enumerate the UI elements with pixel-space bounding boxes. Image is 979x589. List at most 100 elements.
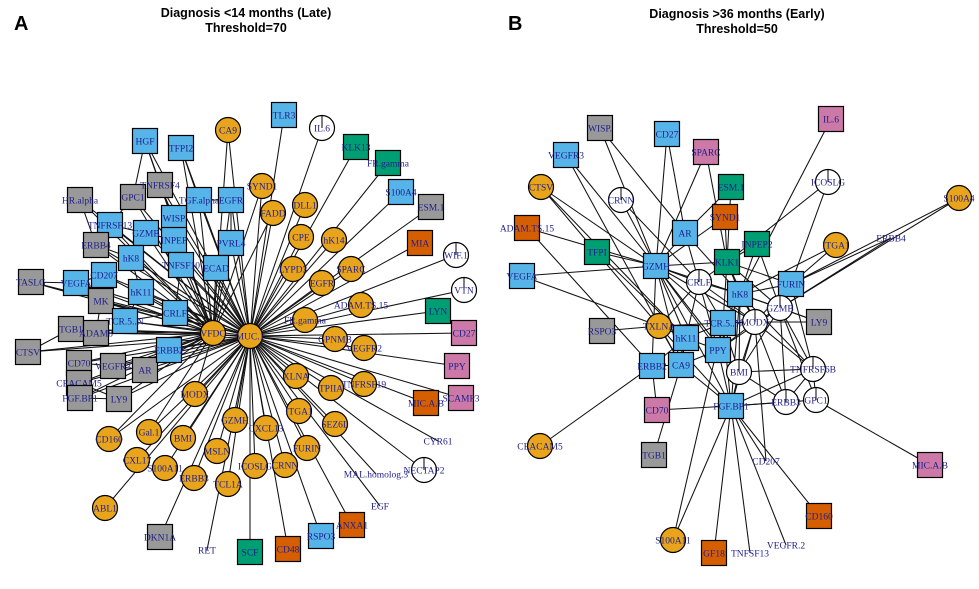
node-scf: SCF xyxy=(236,538,264,566)
edge-CTSV-hK11 xyxy=(540,186,687,339)
edge-VFDC-ERBB4 xyxy=(95,244,214,334)
edge-ICOSLG-KLK1 xyxy=(726,181,829,263)
node-shape-circle xyxy=(91,494,119,522)
panel-a-nodes: MUC.1 VFDC TLR3 IL.6 CA9 KLK13 FR.gamma HGF TFPI… xyxy=(14,101,480,566)
node-label: LYPD3 xyxy=(279,266,308,276)
node-sparc: SPARC xyxy=(336,255,366,283)
node-shape-circle xyxy=(317,374,345,402)
edge-FGFBP1-CD160 xyxy=(730,405,820,517)
node-label: CD27 xyxy=(453,330,476,340)
node-tnfsf13: TNFSF13 xyxy=(731,550,769,560)
node-label: FGF.BP1 xyxy=(62,395,98,405)
node-klk1: KLK1 xyxy=(713,248,741,276)
node-shape-square xyxy=(167,251,195,279)
node-erbb4: ERBB4 xyxy=(81,231,111,259)
node-shape-circle xyxy=(241,452,269,480)
node-cd27: CD27 xyxy=(653,120,681,148)
node-label: CD70 xyxy=(646,407,669,417)
node-esm-1: ESM.1 xyxy=(418,193,445,221)
node-inpep2: INPEP2 xyxy=(741,230,773,258)
edge-ADAM.TS.15-ERBB2 xyxy=(526,227,653,367)
node-shape-circle xyxy=(822,231,850,259)
edge-VFDC-CTSV xyxy=(27,332,214,353)
node-mia: MIA xyxy=(406,229,434,257)
node-label: CD48 xyxy=(277,546,300,556)
node-fr-gamma-b: FR.gamma xyxy=(284,306,327,334)
node-label: CRLF xyxy=(163,310,187,320)
node-sez6l: SEZ6L xyxy=(321,410,349,438)
edge-MUC.1-LYPD3 xyxy=(249,268,294,337)
node-fgfbp1: FGF.BP1 xyxy=(713,392,749,420)
node-tlr3: TLR3 xyxy=(270,101,298,129)
node-label: MODX xyxy=(180,391,209,401)
node-cd27: CD27 xyxy=(450,319,478,347)
node-shape-square xyxy=(146,523,174,551)
node-label: ERBB3 xyxy=(771,399,801,409)
node-label: hK11 xyxy=(131,289,152,299)
node-vegfr2: VEGFR2 xyxy=(346,334,382,362)
edge-MUC.1-CD48 xyxy=(249,335,289,550)
node-label: CD27 xyxy=(656,131,679,141)
node-shape-square xyxy=(274,535,302,563)
node-shape-circle xyxy=(248,172,276,200)
node-hk11: hK11 xyxy=(127,278,155,306)
node-msln: MSLN xyxy=(203,437,231,465)
node-label: TGF.alpha xyxy=(179,197,220,207)
edge-MUC.1-MIC.AB xyxy=(249,335,427,404)
node-label: TGB1 xyxy=(642,452,666,462)
edge-FGFBP1-TXLNA xyxy=(658,325,732,407)
node-shape-square xyxy=(217,186,245,214)
node-label: ICOSLG xyxy=(238,463,272,473)
edge-S100A4-GZMB xyxy=(779,197,960,309)
edge-CTSV-GZMH xyxy=(540,186,657,267)
node-vtn: VTN xyxy=(450,276,478,304)
node-shape-circle xyxy=(214,470,242,498)
node-adam-ts-15: ADAM.TS.15 xyxy=(334,291,388,319)
node-label: AR xyxy=(678,230,692,240)
node-tgf-alpha: TGF.alpha xyxy=(179,186,220,214)
node-mal-homolog-3: MAL.homolog.3 xyxy=(344,471,409,481)
node-shape-circle xyxy=(203,437,231,465)
node-label: ABL1 xyxy=(93,505,117,515)
node-label: VEGFR2 xyxy=(346,345,382,355)
edge-FURIN-TNFRSF6B xyxy=(790,283,814,370)
node-ar: AR xyxy=(131,356,159,384)
edge-MUC.1-FR.gamma xyxy=(249,162,389,337)
node-shape-square xyxy=(653,120,681,148)
node-fadd: FADD xyxy=(259,199,287,227)
node-shape-square xyxy=(671,219,699,247)
node-label: TNFSF10 xyxy=(162,262,200,272)
edge-MUC.1-MIA xyxy=(249,242,421,337)
node-shape-circle xyxy=(252,414,280,442)
node-shape-square xyxy=(643,396,671,424)
node-vegfr3: VEGFR3 xyxy=(548,141,584,169)
node-s100a11: S100A11 xyxy=(147,454,183,482)
node-shape-square xyxy=(406,229,434,257)
node-inpep: INPEP xyxy=(161,226,187,254)
edge-MUC.1-S100A4 xyxy=(249,191,402,337)
edge-IL.6-hK8 xyxy=(739,118,832,295)
node-label: VTN xyxy=(454,287,474,297)
node-label: CXL17 xyxy=(123,457,152,467)
node-klk13: KLK13 xyxy=(341,133,371,161)
node-rspo3: RSPO3 xyxy=(588,317,617,345)
node-shape-square xyxy=(692,138,720,166)
node-esm1: ESM.1 xyxy=(718,173,745,201)
node-label: SYND1 xyxy=(710,214,741,224)
node-shape-square xyxy=(713,248,741,276)
node-vegfa: VEGFA xyxy=(507,262,538,290)
node-shape-circle xyxy=(527,173,555,201)
node-label: TFPI xyxy=(587,249,607,259)
node-egf: EGF xyxy=(371,503,389,513)
node-label: TNFSF13 xyxy=(731,550,769,560)
node-shape-square xyxy=(119,183,147,211)
node-shape-square xyxy=(805,308,833,336)
node-label: VEGFR3 xyxy=(95,363,131,373)
edge-MUC.1-CD27 xyxy=(249,332,465,337)
node-shape-square xyxy=(161,299,189,327)
node-shape-circle xyxy=(291,306,319,334)
node-gal-1: Gal.1 xyxy=(135,418,163,446)
node-label: CRNN xyxy=(272,462,299,472)
panel-b-title: Diagnosis >36 months (Early) xyxy=(649,7,824,21)
